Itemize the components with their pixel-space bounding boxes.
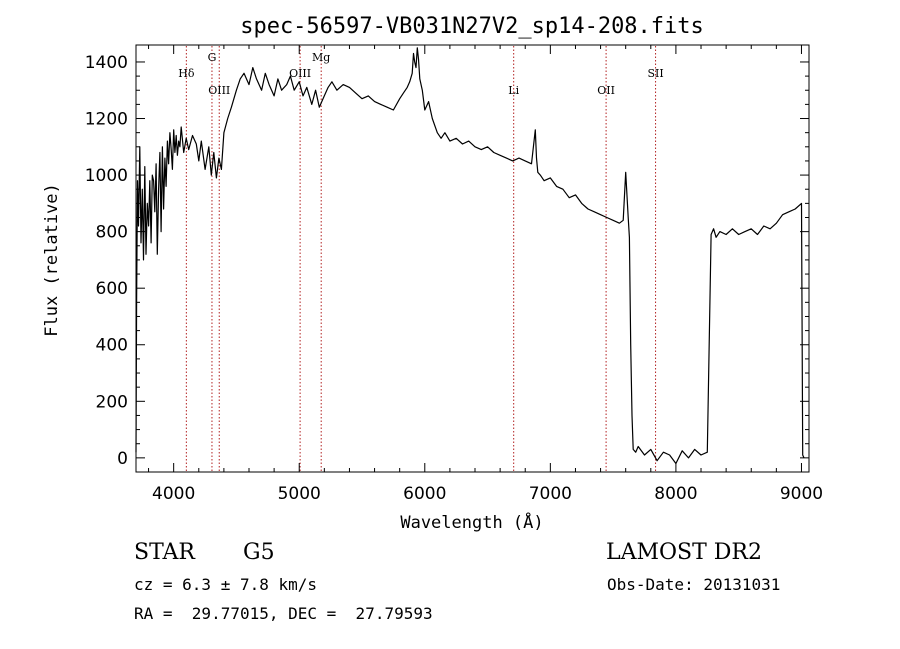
spectral-line-label: OII xyxy=(597,84,615,97)
spectral-line-label: Hδ xyxy=(178,67,195,80)
y-tick-label: 1200 xyxy=(85,110,128,130)
x-tick-label: 6000 xyxy=(403,484,446,504)
spectral-line-label: Li xyxy=(508,84,519,97)
y-tick-label: 1400 xyxy=(85,53,128,73)
y-tick-label: 600 xyxy=(96,279,128,299)
x-tick-label: 4000 xyxy=(152,484,195,504)
x-axis-label: Wavelength (Å) xyxy=(400,511,543,533)
x-tick-label: 8000 xyxy=(654,484,697,504)
x-tick-label: 9000 xyxy=(780,484,823,504)
observation-date: Obs-Date: 20131031 xyxy=(607,575,781,594)
y-tick-label: 400 xyxy=(96,336,128,356)
spectral-line-label: SII xyxy=(647,67,663,80)
spectral-line-label: OIII xyxy=(208,84,230,97)
y-tick-label: 800 xyxy=(96,223,128,243)
y-tick-label: 200 xyxy=(96,392,128,412)
spectrum-series-line xyxy=(135,47,805,465)
spectrum-chart: spec-56597-VB031N27V2_sp14-208.fits Hδ G O… xyxy=(42,14,823,533)
x-tick-label: 7000 xyxy=(529,484,572,504)
object-subclass: G5 xyxy=(243,540,275,565)
coordinates: RA = 29.77015, DEC = 27.79593 xyxy=(134,604,433,623)
plot-frame xyxy=(135,44,810,473)
y-tick-label: 0 xyxy=(117,449,128,469)
y-axis-label: Flux (relative) xyxy=(42,183,62,337)
x-tick-label: 5000 xyxy=(278,484,321,504)
survey-name: LAMOST DR2 xyxy=(606,540,762,565)
redshift-value: cz = 6.3 ± 7.8 km/s xyxy=(134,575,318,594)
object-class: STAR xyxy=(134,540,195,565)
y-tick-label: 1000 xyxy=(85,166,128,186)
spectral-line-label: OIII xyxy=(289,67,311,80)
spectral-line-label: G xyxy=(208,51,217,64)
spectral-line-label: Mg xyxy=(312,51,330,64)
chart-title: spec-56597-VB031N27V2_sp14-208.fits xyxy=(240,14,704,39)
